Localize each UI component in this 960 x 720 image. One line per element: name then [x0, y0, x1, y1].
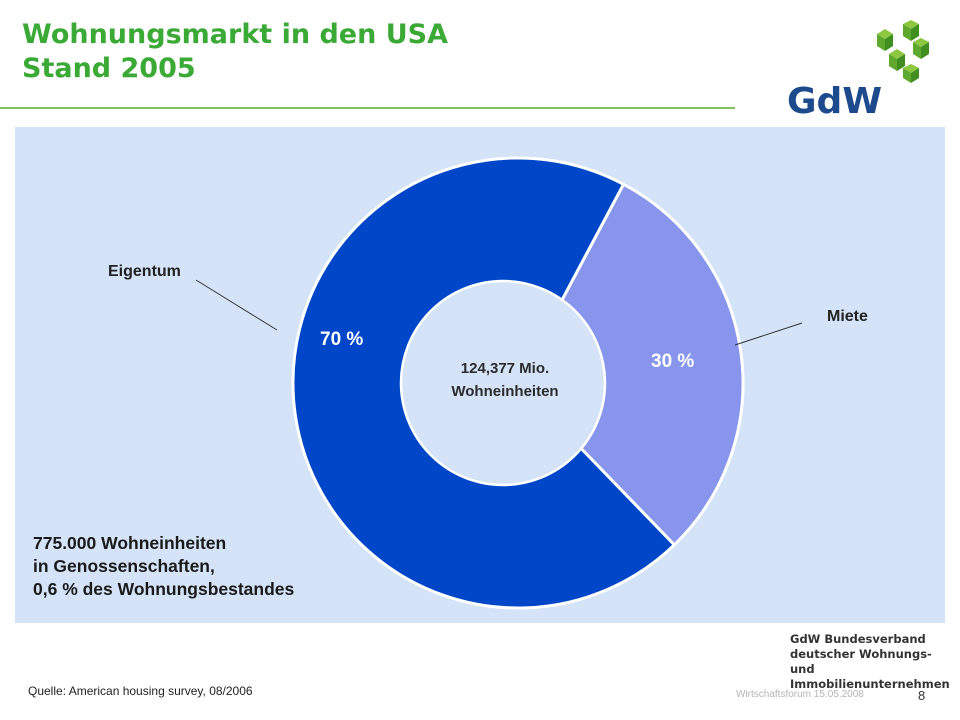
center-label-line-1: 124,377 Mio.: [461, 360, 549, 377]
annotation-line-3: 0,6 % des Wohnungsbestandes: [33, 579, 295, 599]
leader-line-eigentum: [195, 279, 278, 331]
cooperative-annotation: 775.000 Wohneinheiten in Genossenschafte…: [33, 532, 294, 601]
value-label-eigentum: 70 %: [320, 329, 363, 350]
category-label-miete: Miete: [827, 308, 868, 325]
donut-hole: [399, 279, 607, 487]
logo-text: GdW: [787, 81, 882, 120]
center-label-line-2: Wohneinheiten: [451, 383, 558, 400]
org-line-2: deutscher Wohnungs- und: [790, 647, 932, 676]
annotation-line-2: in Genossenschaften,: [33, 556, 215, 576]
category-label-eigentum: Eigentum: [108, 263, 181, 280]
leader-line-miete: [734, 322, 803, 346]
footer-event: Wirtschaftsforum 15.05.2008: [736, 689, 864, 700]
value-label-miete: 30 %: [651, 351, 694, 372]
org-line-1: GdW Bundesverband: [790, 632, 926, 646]
donut-chart: 124,377 Mio. Wohneinheiten Eigentum Miet…: [108, 156, 868, 610]
title-line-1: Wohnungsmarkt in den USA: [22, 19, 448, 50]
org-line-3: Immobilienunternehmen: [790, 677, 950, 691]
page-number: 8: [918, 688, 926, 703]
organization-name: GdW Bundesverband deutscher Wohnungs- un…: [790, 632, 960, 692]
gdw-logo: GdW: [787, 20, 929, 120]
page-title: Wohnungsmarkt in den USA Stand 2005: [22, 18, 448, 86]
logo-cubes-icon: [877, 20, 929, 83]
title-divider: [0, 107, 735, 109]
title-line-2: Stand 2005: [22, 53, 196, 84]
source-note: Quelle: American housing survey, 08/2006: [28, 684, 253, 698]
chart-panel: 124,377 Mio. Wohneinheiten Eigentum Miet…: [15, 127, 945, 623]
donut-slice-miete: [516, 182, 745, 547]
annotation-line-1: 775.000 Wohneinheiten: [33, 533, 227, 553]
